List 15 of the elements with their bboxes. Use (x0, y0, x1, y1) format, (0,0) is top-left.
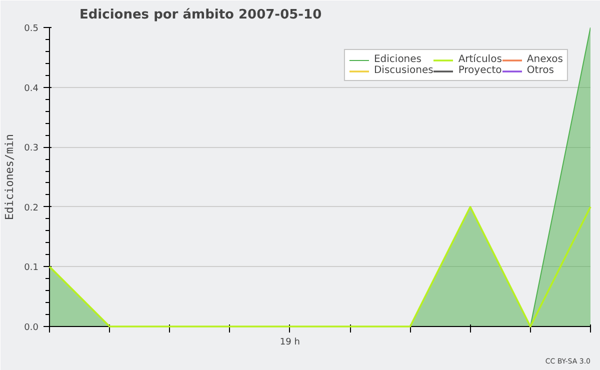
y-tick-label: 0.5 (24, 24, 39, 34)
legend-label: Proyecto (458, 65, 502, 76)
y-tick-label: 0.4 (24, 84, 39, 94)
legend-label: Ediciones (374, 54, 422, 65)
y-tick-label: 0.2 (24, 203, 39, 214)
legend-label: Otros (526, 65, 554, 76)
legend-label: Discusiones (374, 65, 434, 76)
y-tick-label: 0.1 (24, 263, 39, 274)
legend-label: Anexos (526, 54, 563, 65)
y-tick-label: 0.3 (24, 144, 39, 154)
y-tick-label: 0.0 (24, 323, 39, 333)
x-tick-label: 19 h (280, 338, 300, 348)
legend-label: Artículos (458, 54, 502, 65)
y-axis-title: Ediciones/min (3, 134, 16, 220)
chart-title: Ediciones por ámbito 2007-05-10 (80, 8, 322, 22)
